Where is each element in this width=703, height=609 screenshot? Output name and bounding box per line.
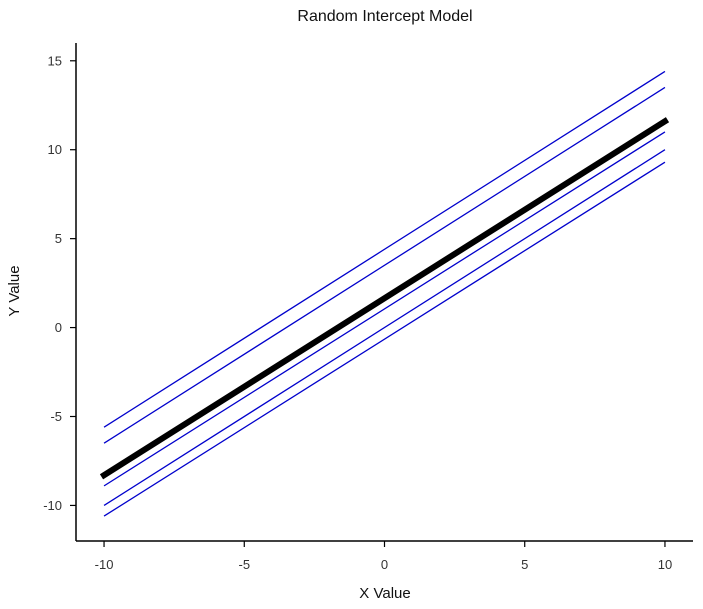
- group-line-3: [103, 131, 666, 487]
- x-tick-label: 0: [381, 557, 388, 572]
- y-tick-label: 0: [55, 320, 62, 335]
- y-axis-ticks: -10 -5 0 5 10 15: [43, 53, 76, 513]
- y-tick-label: -5: [50, 409, 62, 424]
- y-tick-label: 10: [48, 142, 62, 157]
- group-line-1: [103, 70, 666, 428]
- group-line-5: [103, 161, 666, 517]
- plot-lines: [99, 70, 670, 517]
- chart-title: Random Intercept Model: [297, 8, 472, 25]
- x-tick-label: -5: [238, 557, 250, 572]
- fixed-effect-line: [99, 117, 670, 480]
- x-axis-ticks: -10 -5 0 5 10: [95, 541, 672, 572]
- group-line-4: [103, 149, 666, 506]
- y-tick-label: 15: [48, 53, 62, 68]
- y-tick-label: -10: [43, 498, 62, 513]
- y-tick-label: 5: [55, 231, 62, 246]
- group-line-2: [103, 86, 666, 444]
- x-tick-label: -10: [95, 557, 114, 572]
- x-tick-label: 10: [658, 557, 672, 572]
- x-axis-label: X Value: [359, 585, 410, 602]
- x-tick-label: 5: [521, 557, 528, 572]
- y-axis-label: Y Value: [6, 265, 23, 316]
